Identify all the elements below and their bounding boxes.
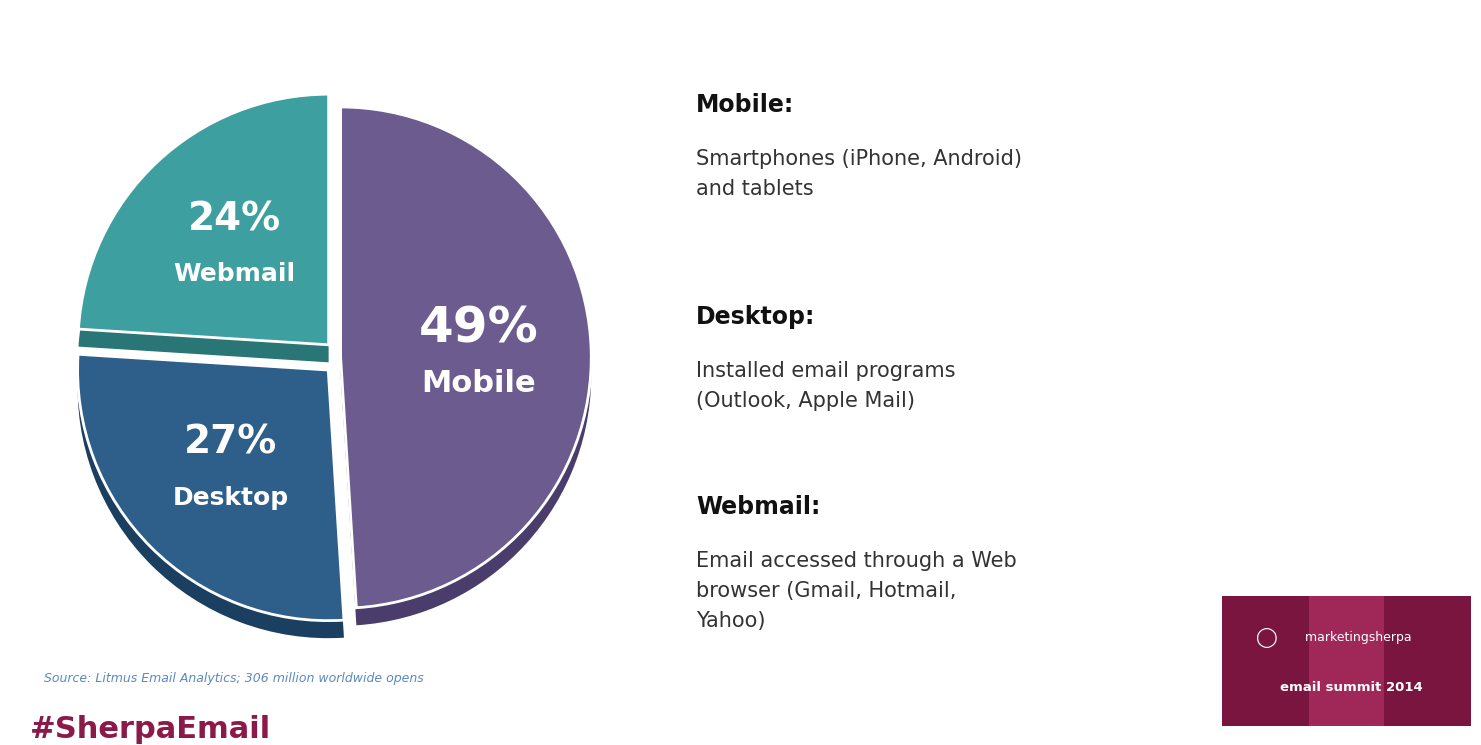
- Wedge shape: [341, 107, 591, 608]
- Text: Installed email programs
(Outlook, Apple Mail): Installed email programs (Outlook, Apple…: [696, 361, 955, 411]
- Text: Webmail: Webmail: [173, 262, 295, 286]
- Wedge shape: [77, 372, 344, 638]
- Text: Webmail:: Webmail:: [696, 495, 820, 519]
- Text: 24%: 24%: [188, 200, 281, 238]
- Text: Mobile: Mobile: [421, 369, 536, 398]
- Text: Email accessed through a Web
browser (Gmail, Hotmail,
Yahoo): Email accessed through a Web browser (Gm…: [696, 551, 1017, 630]
- Text: marketing​sherpa: marketing​sherpa: [1305, 631, 1411, 644]
- Wedge shape: [78, 94, 329, 345]
- Wedge shape: [77, 355, 344, 621]
- FancyBboxPatch shape: [1383, 596, 1471, 726]
- Text: 49%: 49%: [419, 304, 538, 352]
- Text: 27%: 27%: [184, 423, 277, 461]
- Text: email summit 2014: email summit 2014: [1280, 681, 1423, 694]
- Text: Desktop:: Desktop:: [696, 305, 816, 329]
- Wedge shape: [78, 112, 329, 362]
- Text: ◯: ◯: [1256, 628, 1278, 647]
- Wedge shape: [341, 124, 591, 625]
- FancyBboxPatch shape: [1222, 596, 1309, 726]
- Text: #SherpaEmail: #SherpaEmail: [30, 714, 271, 744]
- FancyBboxPatch shape: [1309, 596, 1383, 726]
- Text: Mobile:: Mobile:: [696, 93, 794, 117]
- Text: Desktop: Desktop: [173, 486, 289, 510]
- Text: Smartphones (iPhone, Android)
and tablets: Smartphones (iPhone, Android) and tablet…: [696, 149, 1022, 199]
- Text: Source: Litmus Email Analytics; 306 million worldwide opens: Source: Litmus Email Analytics; 306 mill…: [44, 672, 424, 685]
